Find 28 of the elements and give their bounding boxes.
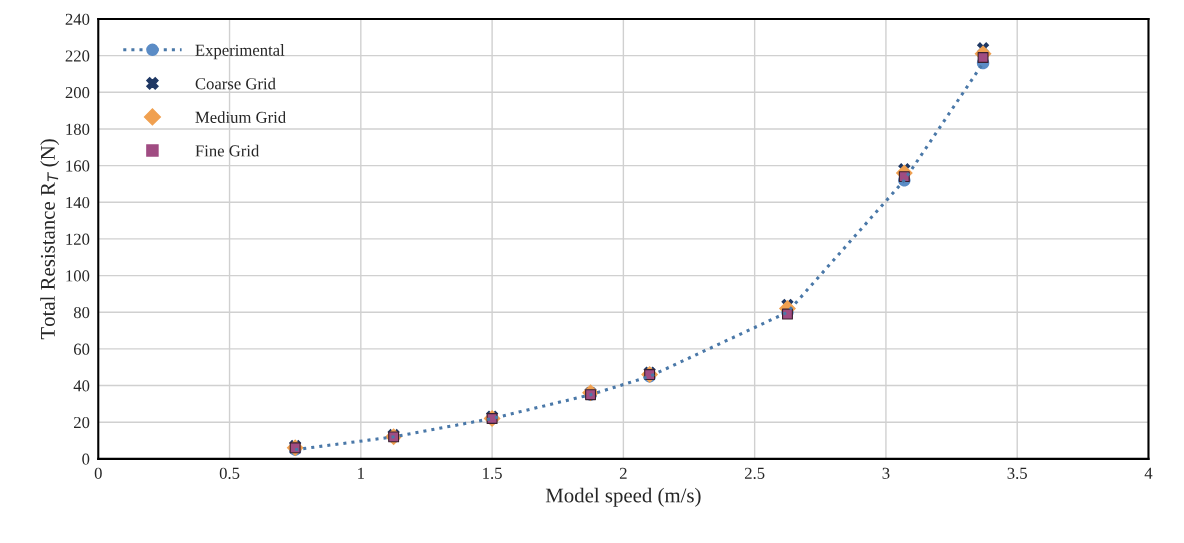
legend-label: Coarse Grid [195, 77, 276, 90]
y-tick-label: 0 [82, 453, 90, 465]
x-tick-label: 3.5 [1007, 467, 1027, 479]
legend-label: Medium Grid [195, 111, 286, 123]
x-tick-label: 2 [619, 467, 627, 479]
y-tick-label: 20 [74, 416, 90, 429]
y-tick-label: 40 [73, 380, 90, 392]
y-tick-label: 120 [66, 233, 90, 245]
y-tick-label: 80 [73, 306, 90, 319]
x-tick-label: 1 [358, 467, 364, 479]
y-tick-label: 220 [65, 50, 90, 62]
x-axis-title: Model speed (m/s) [545, 487, 701, 507]
y-tick-label: 240 [65, 13, 90, 25]
x-tick-label: 1.5 [483, 467, 502, 479]
y-tick-label: 60 [73, 343, 90, 355]
legend-label: Experimental [195, 44, 285, 60]
y-tick-label: 160 [66, 160, 90, 172]
legend-label: Fine Grid [195, 144, 260, 157]
x-tick-label: 2.5 [744, 467, 765, 479]
x-tick-label: 4 [1144, 467, 1153, 479]
y-tick-label: 200 [65, 87, 90, 99]
y-tick-label: 180 [66, 123, 90, 135]
y-tick-label: 140 [66, 196, 90, 209]
x-tick-label: 3 [882, 467, 890, 479]
x-tick-label: 0.5 [219, 467, 240, 479]
x-tick-label: 0 [94, 467, 102, 479]
y-axis-title: Total Resistance R$_{T}$ (N) [40, 139, 60, 340]
y-tick-label: 100 [66, 270, 90, 282]
